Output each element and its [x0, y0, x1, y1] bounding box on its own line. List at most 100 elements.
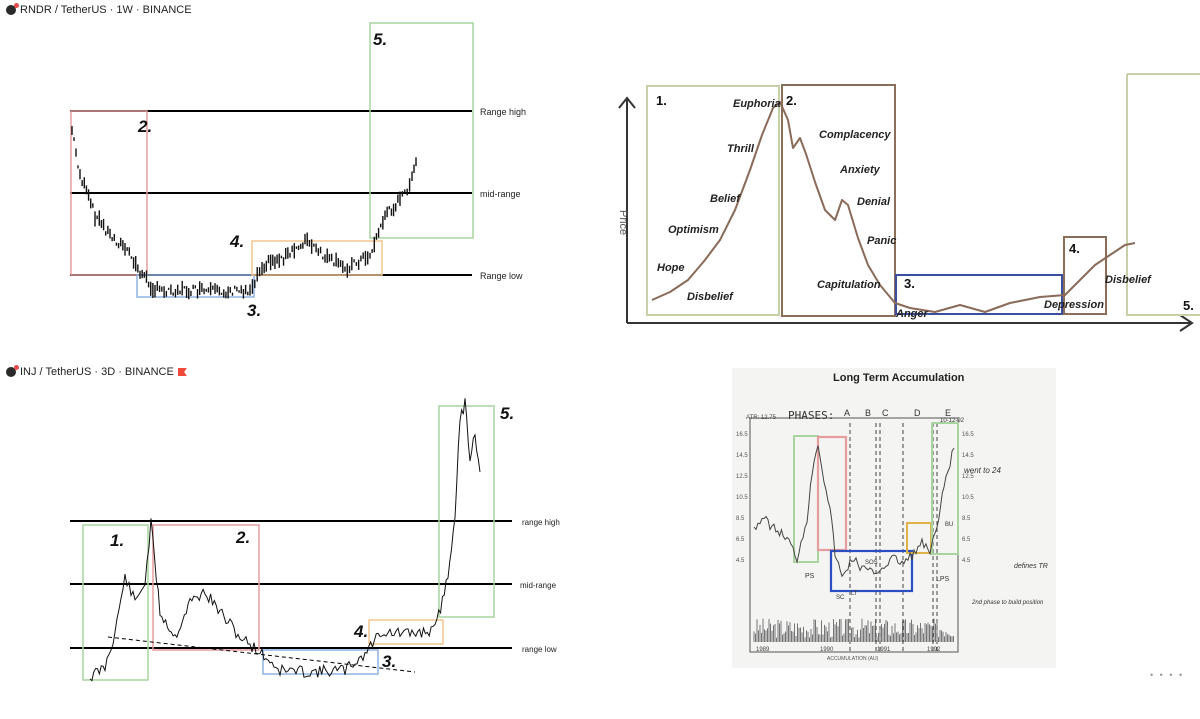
decoration-dots: • • • • [1150, 670, 1185, 680]
cycle-curve [651, 101, 1136, 313]
phase-3-box [829, 549, 914, 593]
wyckoff-chart-panel: Long Term Accumulation ATR: 12.75 PHASES: A… [732, 368, 1056, 668]
y-tick-left-1: 14.5 [736, 453, 748, 459]
phase-4-box [251, 240, 383, 276]
phase-letter-B: B [865, 408, 871, 418]
phase-2-box [781, 84, 896, 317]
emotion-label-0: Euphoria [733, 98, 781, 110]
range-high-label: range high [522, 518, 560, 527]
wyckoff-chart-svg: Long Term Accumulation ATR: 12.75 PHASES: A… [736, 372, 1048, 662]
phase-3-label: 3. [904, 276, 915, 291]
mid-range-label: mid-range [480, 189, 521, 199]
inj-title: INJ / TetherUS · 3D · BINANCE [20, 366, 174, 378]
emotion-label-13: Disbelief [1105, 274, 1152, 286]
wyckoff-plot-frame [749, 417, 959, 653]
x-tick-1: 1990 [820, 647, 834, 653]
emotion-label-1: Thrill [727, 143, 755, 155]
flag-icon [177, 368, 187, 376]
phase-2-box [70, 110, 148, 276]
phase-5-box [369, 22, 474, 239]
emotion-label-6: Complacency [819, 129, 891, 141]
emotion-label-7: Anxiety [839, 164, 881, 176]
phase-5-label: 5. [373, 30, 387, 49]
phase-1-box [646, 85, 780, 316]
phase-3-box [262, 649, 379, 675]
emotion-label-2: Belief [710, 193, 741, 205]
phase-3-box [136, 274, 255, 298]
rndr-candles [71, 126, 417, 300]
phase-5-label: 5. [1183, 298, 1194, 313]
emotion-label-5: Disbelief [687, 291, 734, 303]
inj-symbol-icon [6, 365, 19, 377]
phase-2-label: 2. [786, 93, 797, 108]
inj-chart-panel: INJ / TetherUS · 3D · BINANCE range high… [0, 362, 570, 702]
range-low-label: range low [522, 645, 557, 654]
wyckoff-price-line [753, 445, 955, 578]
range-low-label: Range low [480, 271, 523, 281]
x-tick-2: 1991 [877, 647, 891, 653]
y-tick-right-4: 8.5 [962, 516, 971, 522]
emotion-label-10: Capitulation [817, 279, 881, 291]
phase-1-label: 1. [656, 93, 667, 108]
y-tick-left-2: 12.5 [736, 474, 748, 480]
inj-chart-svg: range high mid-range range low 1. 2. 3. 4. 5. [70, 398, 560, 682]
cycle-chart-svg: Price 1. 2. 3. 4. 5. Euphoria Thrill Belief Optim… [617, 73, 1200, 332]
downtrend-line [107, 636, 416, 673]
y-tick-left-3: 10.5 [736, 495, 748, 501]
inj-price-line [89, 398, 481, 682]
rndr-symbol-icon [6, 3, 19, 15]
emotion-label-3: Optimism [668, 224, 719, 236]
mid-range-label: mid-range [520, 581, 557, 590]
phase-1-box [793, 435, 819, 563]
y-tick-left-0: 16.5 [736, 432, 748, 438]
phase-4-label: 4. [229, 232, 244, 251]
phase-3-label: 3. [247, 301, 261, 320]
y-tick-left-4: 8.5 [736, 516, 745, 522]
defines-label: defines TR [1014, 563, 1048, 570]
phase-2-label: 2. [235, 528, 250, 547]
sos-label: SOS [865, 560, 878, 566]
rndr-title: RNDR / TetherUS · 1W · BINANCE [20, 4, 192, 16]
y-tick-right-5: 6.5 [962, 537, 971, 543]
y-axis-label: Price [617, 210, 629, 235]
volume-bars [753, 618, 954, 642]
cycle-chart-panel: Price 1. 2. 3. 4. 5. Euphoria Thrill Belief Optim… [590, 60, 1200, 350]
y-tick-right-3: 10.5 [962, 495, 974, 501]
bu-label: BU [945, 522, 953, 528]
phase-1-box [82, 524, 149, 681]
date-label: 10-12-92 [940, 418, 965, 424]
phase-5-box [931, 422, 959, 555]
phase-letter-A: A [844, 408, 850, 418]
atr-label: ATR: 12.75 [746, 415, 777, 421]
phase-4-box [368, 619, 444, 645]
lt-label: LT [851, 591, 858, 597]
wyckoff-title: Long Term Accumulation [833, 372, 965, 384]
x-axis-arrow [1179, 314, 1194, 332]
rndr-chart-panel: RNDR / TetherUS · 1W · BINANCE Range hig… [0, 0, 570, 340]
phases-label: PHASES: [788, 409, 834, 422]
y-axis-arrow [618, 96, 636, 109]
phase-5-box [438, 405, 495, 618]
emotion-label-8: Denial [857, 196, 891, 208]
x-tick-0: 1989 [756, 647, 770, 653]
phase-2-box [152, 524, 260, 651]
emotion-label-4: Hope [657, 262, 685, 274]
rndr-chart-header: RNDR / TetherUS · 1W · BINANCE [6, 3, 192, 16]
y-tick-left-6: 4.5 [736, 558, 745, 564]
ps-label: PS [805, 573, 815, 580]
emotion-label-9: Panic [867, 235, 896, 247]
phase-4-label: 4. [1069, 241, 1080, 256]
range-high-label: Range high [480, 107, 526, 117]
inj-chart-header: INJ / TetherUS · 3D · BINANCE [6, 365, 187, 378]
phase-letter-C: C [882, 408, 889, 418]
emotion-label-11: Anger [895, 308, 929, 320]
phase-4-box [1063, 236, 1107, 315]
emotion-label-12: Depression [1044, 299, 1104, 311]
y-tick-right-0: 16.5 [962, 432, 974, 438]
y-tick-left-5: 6.5 [736, 537, 745, 543]
y-tick-right-6: 4.5 [962, 558, 971, 564]
x-tick-3: 1992 [927, 647, 941, 653]
y-tick-right-1: 14.5 [962, 453, 974, 459]
phase-1-label: 1. [110, 531, 124, 550]
phase-2-box [816, 435, 848, 552]
